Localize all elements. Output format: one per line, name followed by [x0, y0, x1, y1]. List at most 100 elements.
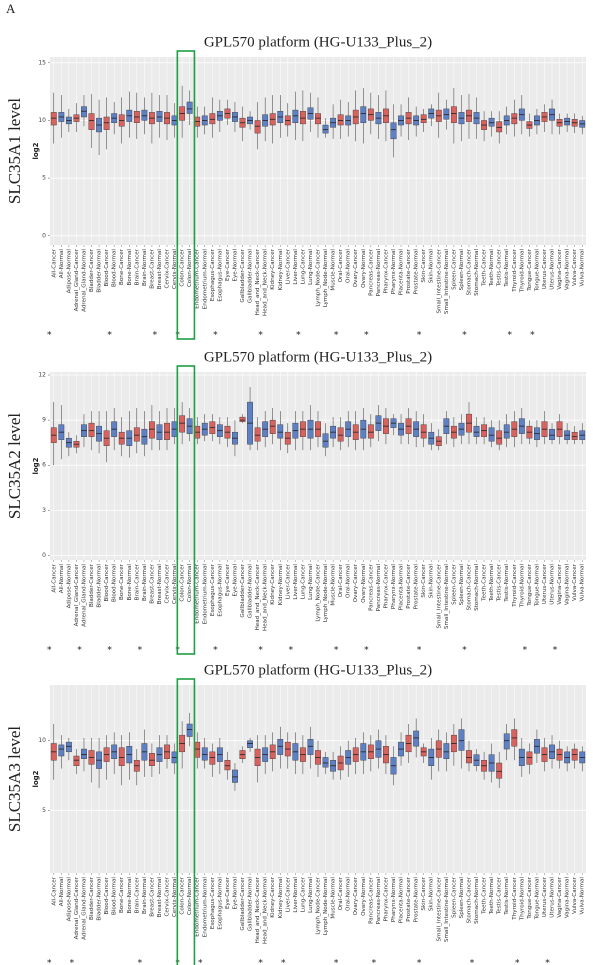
x-tick-label: Tongue-Cancer	[527, 563, 533, 606]
significance-mark: *	[138, 646, 143, 656]
y-tick-label: 5	[42, 807, 46, 814]
x-tick-label: Stomach-Normal	[474, 877, 480, 924]
x-tick-label: Lung-Normal	[308, 877, 314, 913]
x-tick-label: Spleen-Cancer	[451, 876, 457, 917]
x-tick-label: Oral-Normal	[346, 877, 352, 911]
significance-mark: *	[153, 331, 158, 341]
box	[299, 111, 306, 125]
x-tick-label: Stomach-Cancer	[466, 563, 472, 610]
x-tick-label: Colon-Cancer	[180, 876, 186, 914]
chart-title: GPL570 platform (HG-U133_Plus_2)	[204, 34, 432, 50]
x-tick-label: Brain-Normal	[142, 249, 148, 286]
x-tick-label: Head_and_Neck-Cancer	[255, 876, 261, 943]
x-tick-label: Thyroid-Normal	[519, 877, 525, 922]
x-tick-label: Bone-Cancer	[119, 876, 125, 913]
x-tick-label: Bone-Normal	[127, 877, 133, 914]
panel-label: A	[6, 1, 16, 16]
x-tick-label: Brain-Normal	[142, 564, 148, 601]
x-tick-label: Lymph_Node-Cancer	[316, 563, 322, 621]
box	[133, 427, 140, 442]
x-tick-label: Esophagus-Normal	[217, 249, 223, 302]
x-tick-label: Spleen-Cancer	[451, 563, 457, 604]
x-tick-label: Tongue-Cancer	[527, 248, 533, 291]
x-tick-label: Testis-Cancer	[497, 248, 503, 287]
x-tick-label: Gallbladder-Cancer	[240, 876, 246, 930]
box	[81, 106, 87, 118]
box	[209, 113, 216, 125]
x-tick-label: Testis-Normal	[504, 564, 510, 603]
x-tick-label: Breast-Normal	[157, 877, 163, 918]
x-tick-label: All-Cancer	[51, 248, 57, 277]
x-tick-label: Oral-Cancer	[338, 248, 344, 282]
x-tick-label: Ovary-Cancer	[353, 248, 359, 287]
x-tick-label: Uterus-Normal	[550, 249, 556, 290]
box	[496, 121, 503, 133]
x-tick-label: Esophagus-Cancer	[210, 876, 216, 929]
box	[65, 741, 72, 753]
significance-mark: *	[213, 331, 218, 341]
x-tick-label: Thyroid-Cancer	[512, 876, 518, 920]
x-tick-label: Pharynx-Cancer	[383, 563, 389, 608]
significance-mark: *	[281, 959, 286, 965]
significance-mark: *	[296, 331, 301, 341]
x-tick-label: Uterus-Cancer	[542, 876, 548, 917]
box	[232, 769, 238, 783]
x-tick-label: Small_Intestine-Normal	[444, 877, 450, 943]
x-tick-label: Prostate-Cancer	[406, 876, 412, 921]
x-tick-label: Vulva-Cancer	[572, 563, 578, 601]
x-tick-label: Gallbladder-Normal	[248, 877, 254, 932]
x-tick-label: Esophagus-Normal	[217, 877, 223, 930]
x-tick-label: Vagina-Cancer	[557, 563, 563, 604]
x-tick-label: Bladder-Normal	[97, 564, 103, 608]
x-tick-label: Uterus-Normal	[550, 564, 556, 605]
x-tick-label: Spleen-Normal	[459, 564, 465, 606]
box	[443, 108, 450, 120]
x-tick-label: Endometrium-Cancer	[195, 876, 201, 936]
x-tick-label: Liver-Cancer	[285, 248, 291, 284]
box	[420, 424, 427, 439]
x-tick-label: Lymph_Node-Cancer	[316, 248, 322, 306]
x-tick-label: Pancreas-Normal	[376, 564, 382, 612]
x-tick-label: Pharynx-Normal	[391, 249, 397, 295]
x-tick-label: Cervix-Normal	[172, 249, 178, 290]
x-tick-label: Vulva-Normal	[580, 249, 586, 287]
x-tick-label: Stomach-Cancer	[466, 248, 472, 295]
box	[413, 730, 420, 747]
x-tick-label: Liver-Normal	[293, 564, 299, 600]
y-tick-label: 9	[42, 417, 46, 424]
x-tick-label: Ovary-Normal	[361, 877, 367, 916]
box	[337, 114, 344, 126]
y-tick-label: 3	[42, 507, 46, 514]
x-tick-label: Colon-Cancer	[180, 563, 186, 601]
x-tick-label: Spleen-Normal	[459, 877, 465, 919]
y-tick-label: 0	[42, 552, 46, 559]
x-tick-label: Lung-Normal	[308, 564, 314, 600]
significance-mark: *	[417, 331, 422, 341]
x-tick-label: Lung-Cancer	[300, 248, 306, 284]
x-tick-label: Endometrium-Normal	[202, 249, 208, 310]
x-tick-label: Endometrium-Normal	[202, 564, 208, 625]
significance-mark: *	[70, 959, 75, 965]
x-tick-label: All-Normal	[59, 564, 65, 594]
significance-mark: *	[364, 331, 369, 341]
box	[156, 111, 163, 122]
x-tick-label: Gallbladder-Normal	[248, 564, 254, 619]
significance-mark: *	[47, 646, 52, 656]
box	[164, 422, 170, 440]
x-tick-label: Muscle-Normal	[331, 249, 337, 291]
significance-mark: *	[334, 959, 339, 965]
x-tick-label: Teeth-Normal	[489, 877, 495, 916]
x-tick-label: Gallbladder-Cancer	[240, 248, 246, 302]
x-tick-label: Blood-Cancer	[104, 248, 110, 286]
box	[488, 427, 495, 442]
significance-mark: *	[289, 646, 294, 656]
significance-mark: *	[523, 646, 528, 656]
x-tick-label: Liver-Normal	[293, 249, 299, 285]
significance-mark: *	[258, 646, 263, 656]
x-tick-label: Brain-Cancer	[134, 248, 140, 285]
y-axis-label: log2	[32, 457, 40, 474]
significance-mark: *	[77, 646, 82, 656]
x-tick-label: Gallbladder-Normal	[248, 249, 254, 304]
significance-mark: *	[47, 331, 52, 341]
x-tick-label: Thyroid-Cancer	[512, 248, 518, 292]
